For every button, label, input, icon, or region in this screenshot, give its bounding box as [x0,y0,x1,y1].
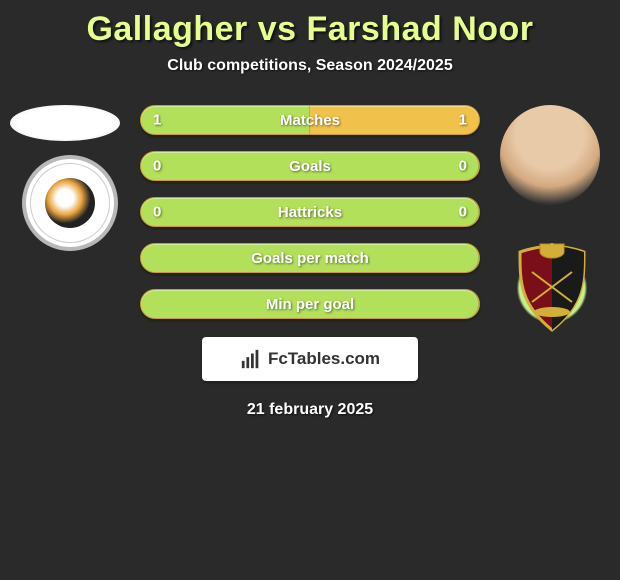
stat-bar-min-per-goal: Min per goal [140,289,480,319]
comparison-panel: 1 Matches 1 0 Goals 0 0 Hattricks 0 Goal… [0,105,620,419]
stat-right-value: 0 [459,158,467,175]
club-right-crest [504,240,600,336]
stat-bars: 1 Matches 1 0 Goals 0 0 Hattricks 0 Goal… [140,105,480,319]
stat-bar-hattricks: 0 Hattricks 0 [140,197,480,227]
stat-label: Goals [289,158,331,175]
stat-label: Matches [280,112,340,129]
player-left-avatar [10,105,120,141]
tiger-icon [45,178,95,228]
stat-label: Hattricks [278,204,342,221]
player-right-avatar [500,105,600,205]
stat-bar-goals: 0 Goals 0 [140,151,480,181]
subtitle: Club competitions, Season 2024/2025 [0,57,620,75]
stat-right-value: 0 [459,204,467,221]
stat-bar-matches: 1 Matches 1 [140,105,480,135]
stat-label: Goals per match [251,250,369,267]
shield-icon [512,242,592,334]
club-left-crest [22,155,118,251]
bar-chart-icon [240,348,262,370]
page-title: Gallagher vs Farshad Noor [0,0,620,49]
brand-text: FcTables.com [268,349,380,369]
stat-bar-goals-per-match: Goals per match [140,243,480,273]
brand-badge: FcTables.com [202,337,418,381]
stat-left-value: 0 [153,158,161,175]
stat-right-value: 1 [459,112,467,129]
stat-left-value: 0 [153,204,161,221]
stat-label: Min per goal [266,296,354,313]
stat-left-value: 1 [153,112,161,129]
date-text: 21 february 2025 [0,401,620,419]
